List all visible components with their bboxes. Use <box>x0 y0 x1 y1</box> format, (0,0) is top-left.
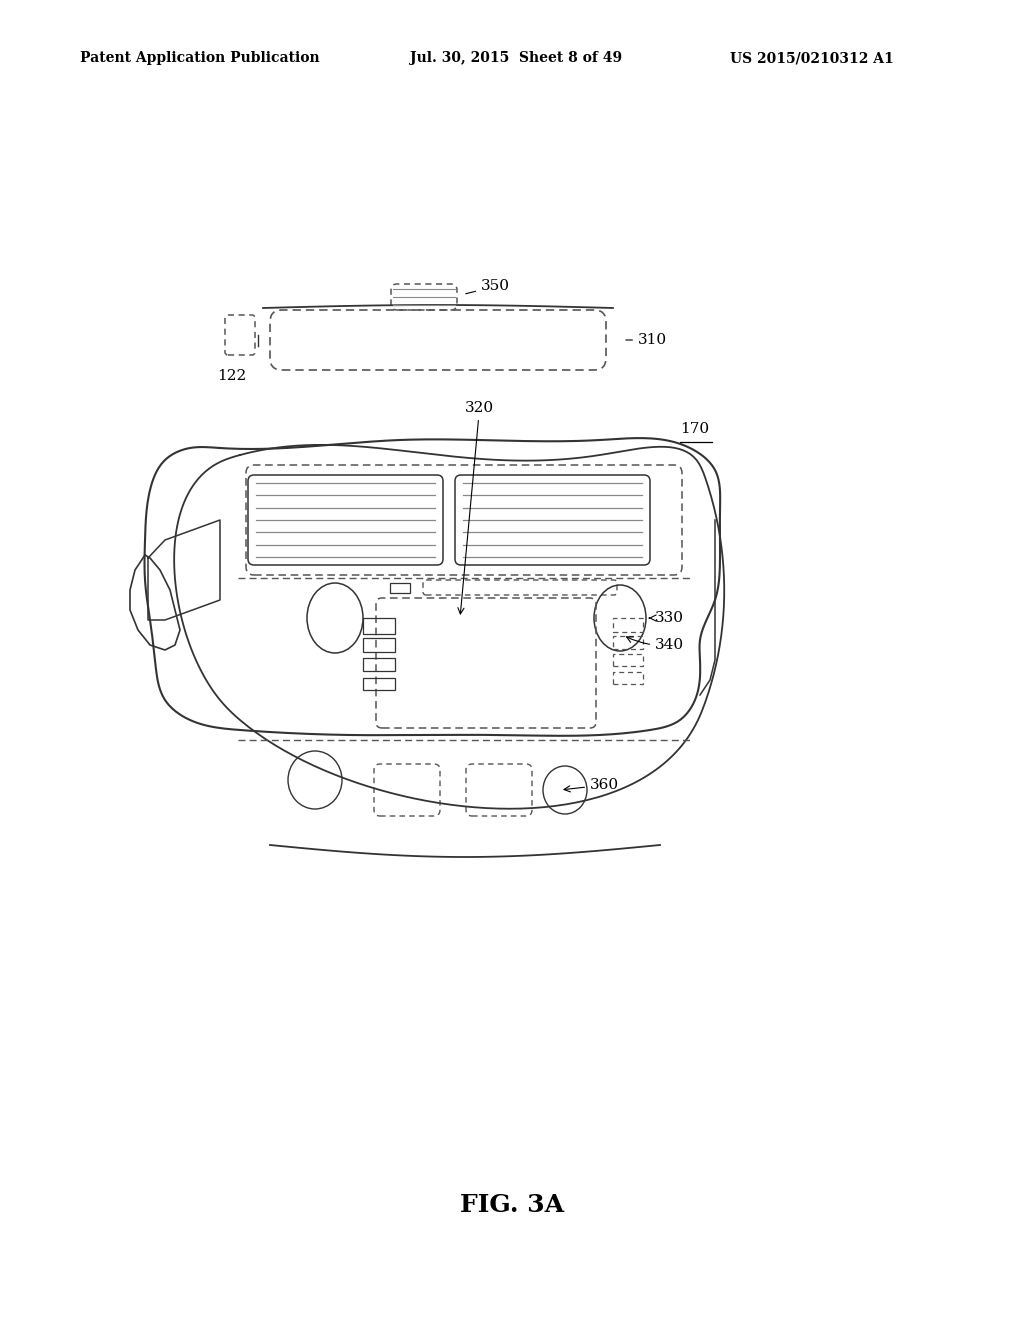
Text: 350: 350 <box>466 280 510 294</box>
Text: 330: 330 <box>649 611 684 624</box>
Text: Patent Application Publication: Patent Application Publication <box>80 51 319 65</box>
Text: 170: 170 <box>680 422 710 436</box>
Text: 320: 320 <box>458 401 495 614</box>
Text: 340: 340 <box>627 636 684 652</box>
Bar <box>613 618 643 632</box>
Bar <box>362 638 395 652</box>
Text: FIG. 3A: FIG. 3A <box>460 1193 564 1217</box>
Text: 360: 360 <box>564 777 620 792</box>
Bar <box>362 618 395 634</box>
Text: Jul. 30, 2015  Sheet 8 of 49: Jul. 30, 2015 Sheet 8 of 49 <box>410 51 623 65</box>
Bar <box>613 636 643 649</box>
Bar <box>362 657 395 671</box>
Text: US 2015/0210312 A1: US 2015/0210312 A1 <box>730 51 894 65</box>
Bar <box>390 583 410 593</box>
Bar <box>613 672 643 684</box>
Text: 310: 310 <box>626 333 667 347</box>
Text: 122: 122 <box>217 370 246 383</box>
Bar <box>362 678 395 690</box>
Bar <box>613 653 643 667</box>
